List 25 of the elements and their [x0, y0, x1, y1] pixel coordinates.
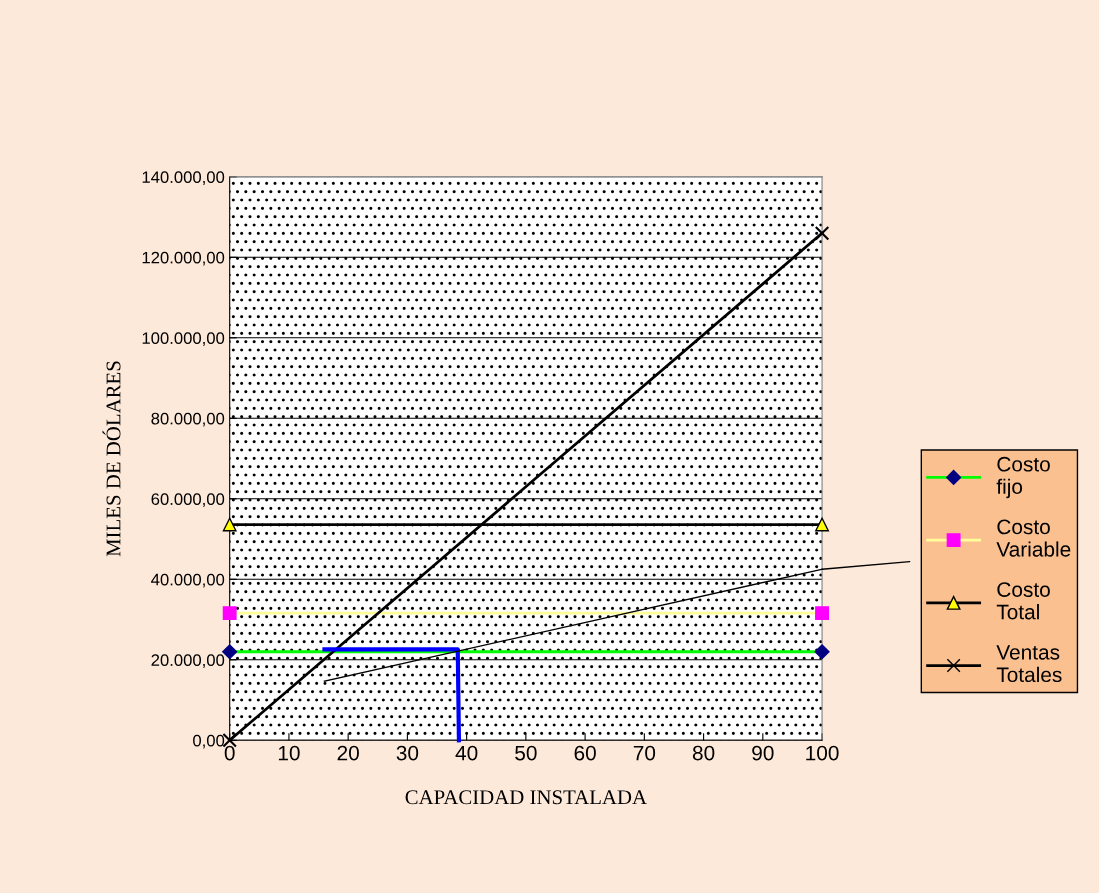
x-tick-label: 10 — [278, 745, 300, 761]
y-tick-label: 60.000,00 — [151, 493, 225, 507]
x-tick-label: 100 — [806, 745, 839, 761]
x-tick-label: 40 — [455, 745, 478, 761]
y-axis-title: MILES DE DÓLARES — [102, 361, 121, 557]
y-tick-label: 120.000,00 — [142, 251, 225, 266]
y-tick-label: 20.000,00 — [151, 654, 225, 668]
x-tick-label: 80 — [692, 745, 715, 761]
y-tick-label: 100.000,00 — [142, 332, 225, 346]
x-axis-title: CAPACIDAD INSTALADA — [405, 790, 647, 805]
legend-label: Costo fijo — [996, 456, 1050, 499]
x-tick-label: 70 — [633, 745, 656, 761]
x-tick-label: 50 — [515, 745, 537, 761]
x-tick-label: 20 — [337, 745, 359, 761]
y-tick-label: 80.000,00 — [151, 412, 225, 427]
legend-label: Costo Total — [996, 582, 1050, 620]
x-tick-label: 90 — [752, 745, 774, 761]
y-tick-label: 140.000,00 — [142, 171, 225, 185]
y-tick-label: 0,00 — [193, 734, 225, 749]
x-tick-label: 60 — [574, 745, 596, 761]
legend-label: Ventas Totales — [996, 645, 1062, 683]
y-tick-label: 40.000,00 — [151, 573, 225, 588]
legend-label: Costo Variable — [996, 519, 1071, 557]
x-tick-label: 30 — [396, 745, 419, 761]
x-tick-label: 0 — [224, 745, 235, 761]
